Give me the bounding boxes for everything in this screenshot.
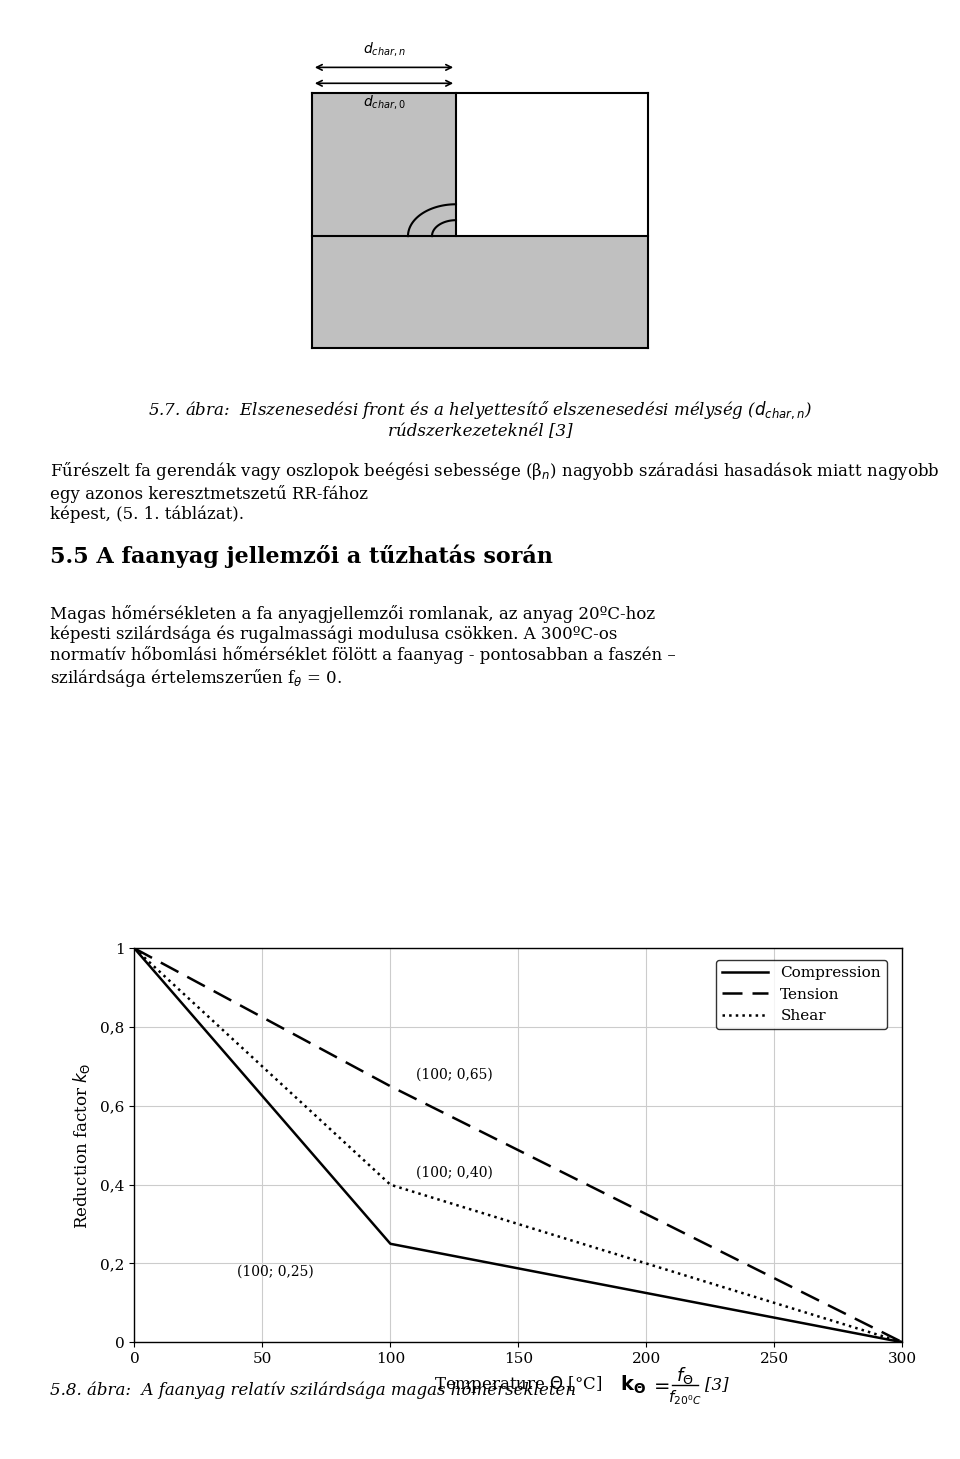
Shear [129,940,140,957]
Compression [897,1334,908,1351]
Compression [385,1234,396,1252]
Tension [897,1334,908,1351]
Text: 5.5 A faanyag jellemzői a tűzhatás során: 5.5 A faanyag jellemzői a tűzhatás során [50,546,553,569]
Text: $d_{char,0}$: $d_{char,0}$ [363,93,405,111]
Text: [3]: [3] [705,1376,729,1393]
Text: $=$: $=$ [650,1376,670,1393]
Text: Fűrészelt fa gerendák vagy oszlopok beégési sebessége (β$_n$) nagyobb száradási : Fűrészelt fa gerendák vagy oszlopok beég… [50,460,940,522]
Text: 5.7. ábra:  Elszenesedési front és a helyettesítő elszenesedési mélység ($d_{cha: 5.7. ábra: Elszenesedési front és a hely… [148,400,812,420]
Tension [385,1077,396,1094]
Compression [129,940,140,957]
Line: Compression: Compression [134,948,902,1342]
Tension [129,940,140,957]
Text: (100; 0,40): (100; 0,40) [416,1166,492,1180]
Line: Tension: Tension [134,948,902,1342]
Text: Magas hőmérsékleten a fa anyagjellemzői romlanak, az anyag 20ºC-hoz
képesti szil: Magas hőmérsékleten a fa anyagjellemzői … [50,605,676,689]
Text: $f_{\Theta}$: $f_{\Theta}$ [676,1364,694,1386]
Text: $\mathbf{k_{\Theta}}$: $\mathbf{k_{\Theta}}$ [620,1374,646,1396]
Text: 5.8. ábra:  A faanyag relatív szilárdsága magas hőmérsékleten: 5.8. ábra: A faanyag relatív szilárdsága… [50,1382,576,1399]
Text: (100; 0,65): (100; 0,65) [416,1068,492,1081]
Y-axis label: Reduction factor $k_{\Theta}$: Reduction factor $k_{\Theta}$ [71,1062,92,1228]
Line: Shear: Shear [134,948,902,1342]
Text: $f_{20^0C}$: $f_{20^0C}$ [668,1389,702,1408]
X-axis label: Temperature $\Theta$ [°C]: Temperature $\Theta$ [°C] [434,1374,603,1395]
Bar [312,93,648,347]
Legend: Compression, Tension, Shear: Compression, Tension, Shear [716,960,887,1030]
Text: (100; 0,25): (100; 0,25) [237,1265,314,1278]
Text: $d_{char,n}$: $d_{char,n}$ [363,39,405,58]
Bar [312,93,456,347]
Bar [456,93,648,236]
Text: rúdszerkezeteknél [3]: rúdszerkezeteknél [3] [388,423,572,441]
Bar [312,236,648,347]
Shear [385,1176,396,1193]
Shear [897,1334,908,1351]
